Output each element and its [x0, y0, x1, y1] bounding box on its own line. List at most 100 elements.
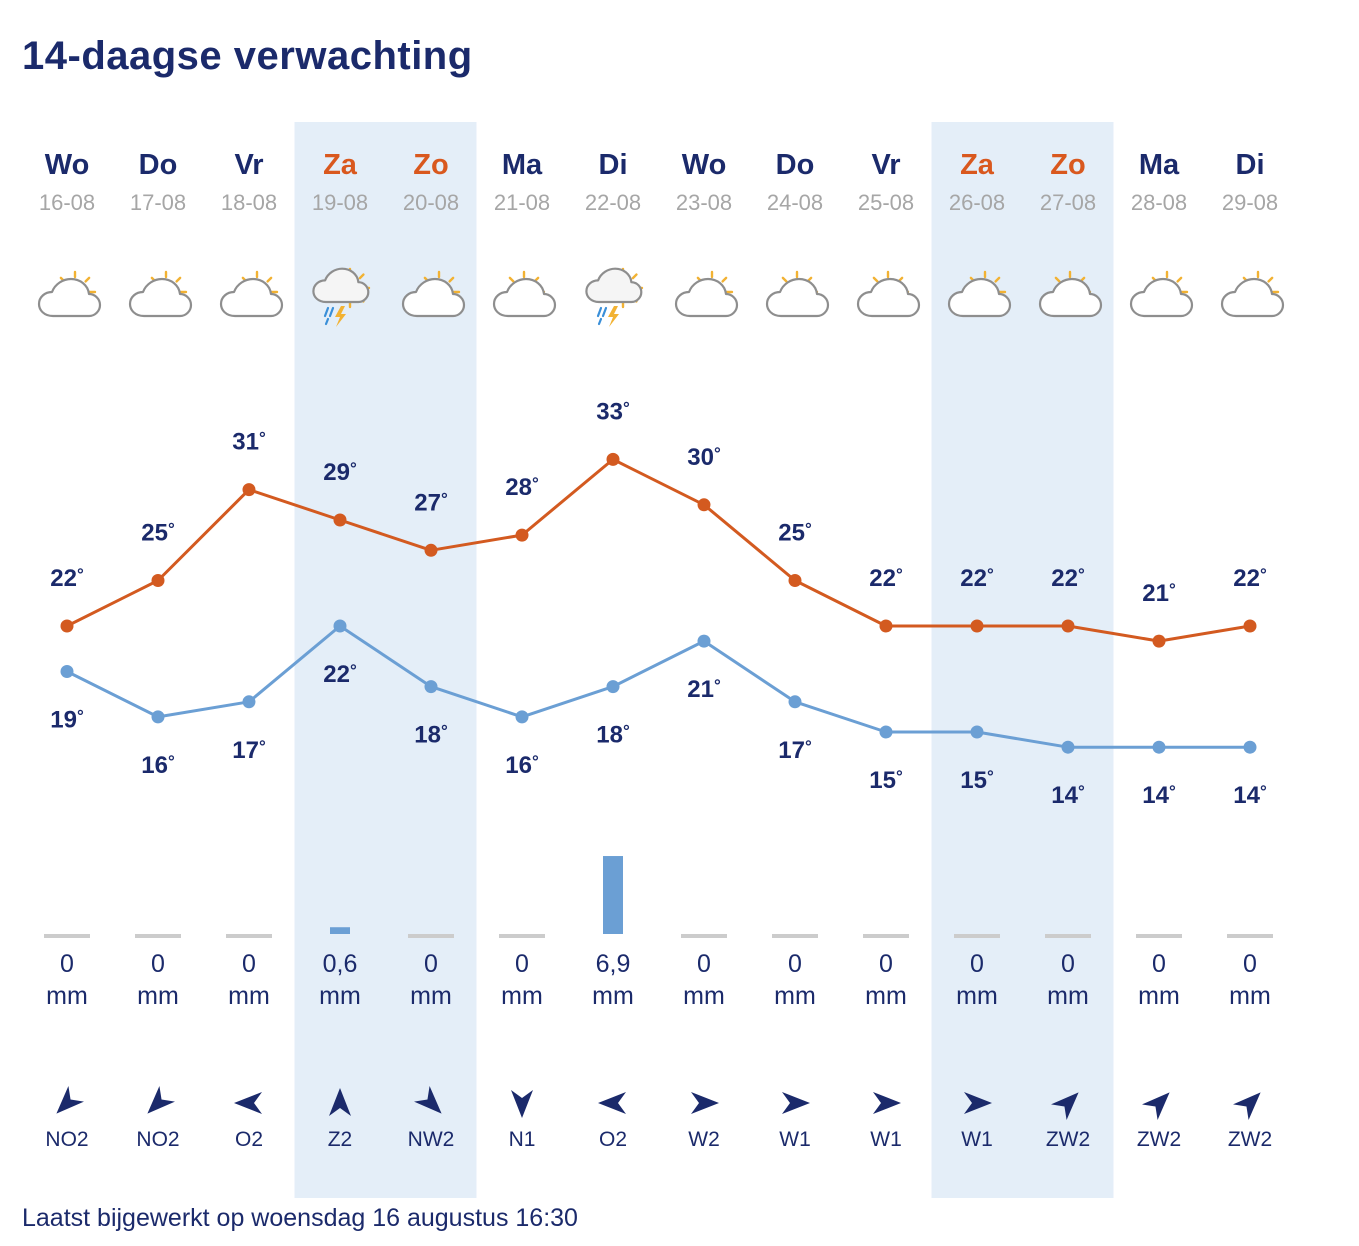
min-temp-label: 17°	[778, 737, 812, 764]
max-temp-point	[879, 619, 893, 633]
precip-bar	[603, 856, 623, 934]
precip-amount: 0	[424, 950, 438, 978]
wind-label: Z2	[328, 1128, 353, 1151]
max-temp-point	[151, 574, 165, 587]
precip-bar	[330, 927, 350, 934]
wind-arrow-icon	[329, 1088, 351, 1116]
wind-label: ZW2	[1046, 1128, 1090, 1151]
min-temp-point	[697, 634, 711, 648]
precip-amount: 0	[697, 950, 711, 978]
precip-amount: 0	[1152, 950, 1166, 978]
day-headers: Wo 16-08 Do 17-08 Vr 18-08 Za 19-08 Zo 20-08 Ma 21-…	[39, 149, 1278, 215]
precip-unit: mm	[865, 982, 907, 1010]
precip-unit: mm	[774, 982, 816, 1010]
precip-unit: mm	[410, 982, 452, 1010]
max-temp-point	[424, 543, 438, 557]
weather-icons	[37, 267, 1285, 327]
min-temp-label: 16°	[141, 752, 175, 779]
wind-arrow-icon	[56, 1086, 84, 1114]
max-temp-point	[788, 574, 802, 587]
precip-amount: 0	[970, 950, 984, 978]
precip-amount: 0	[1061, 950, 1075, 978]
min-temp-label: 15°	[869, 767, 903, 794]
max-temp-point	[1243, 619, 1257, 633]
min-temp-point	[1152, 740, 1166, 754]
max-temp-point	[242, 483, 256, 497]
wind-label: W2	[688, 1128, 720, 1151]
wind-label: ZW2	[1137, 1128, 1181, 1151]
min-temp-label: 19°	[50, 706, 84, 733]
wind-label: W1	[779, 1128, 811, 1151]
day-date: 26-08	[949, 190, 1005, 215]
wind-arrow-icon	[691, 1092, 719, 1114]
day-date: 25-08	[858, 190, 914, 215]
min-temp-point	[424, 680, 438, 694]
min-temp-point	[333, 619, 347, 633]
day-date: 22-08	[585, 190, 641, 215]
wind-label: ZW2	[1228, 1128, 1272, 1151]
precip-zero-bar	[135, 934, 181, 938]
day-name: Zo	[1050, 149, 1085, 181]
partly-cloudy-icon	[128, 270, 193, 318]
max-temp-label: 28°	[505, 474, 539, 501]
day-date: 24-08	[767, 190, 823, 215]
day-name: Di	[599, 149, 628, 181]
max-temp-point	[515, 528, 529, 542]
day-name: Di	[1236, 149, 1265, 181]
min-temp-point	[879, 725, 893, 739]
day-name: Wo	[45, 149, 90, 181]
min-temp-point	[60, 665, 74, 678]
max-temp-point	[606, 452, 620, 466]
precip-amount: 6,9	[596, 950, 631, 978]
precip-unit: mm	[46, 982, 88, 1010]
wind-arrow-icon	[598, 1092, 626, 1114]
partly-cloudy-icon	[1129, 270, 1194, 318]
precip-zero-bar	[499, 934, 545, 938]
wind-arrow-icon	[147, 1086, 175, 1114]
partly-cloudy-icon	[947, 270, 1012, 318]
min-temp-line	[66, 624, 1250, 749]
partly-sunny-icon	[856, 270, 921, 318]
precip-zero-bar	[1227, 934, 1273, 938]
day-name: Ma	[1139, 149, 1180, 181]
min-temp-label: 16°	[505, 752, 539, 779]
wind-label: N1	[509, 1128, 536, 1151]
day-name: Za	[960, 149, 995, 181]
precip-unit: mm	[228, 982, 270, 1010]
max-temp-point	[333, 513, 347, 527]
precip-zero-bar	[1136, 934, 1182, 938]
max-temp-label: 21°	[1142, 580, 1176, 607]
wind-arrow-icon	[511, 1090, 533, 1118]
partly-cloudy-icon	[401, 270, 466, 318]
min-temp-label: 14°	[1142, 782, 1176, 809]
wind-arrow-icon	[1051, 1092, 1079, 1120]
temperature-lines	[60, 452, 1257, 754]
wind-arrow-icon	[964, 1092, 992, 1114]
partly-sunny-icon	[1038, 270, 1103, 318]
precip-zero-bar	[954, 934, 1000, 938]
min-temp-point	[151, 710, 165, 724]
partly-cloudy-icon	[37, 270, 102, 318]
weekend-band	[931, 122, 1114, 1198]
wind-label: O2	[599, 1128, 627, 1151]
day-name: Ma	[502, 149, 543, 181]
precip-unit: mm	[1229, 982, 1271, 1010]
precip-unit: mm	[956, 982, 998, 1010]
day-date: 27-08	[1040, 190, 1096, 215]
wind-label: W1	[870, 1128, 902, 1151]
min-temp-label: 21°	[687, 676, 721, 703]
wind-arrow-icon	[1233, 1092, 1261, 1120]
min-temp-point	[242, 695, 256, 709]
precip-zero-bar	[44, 934, 90, 938]
max-temp-label: 22°	[1233, 565, 1267, 592]
wind-label: W1	[961, 1128, 993, 1151]
day-date: 18-08	[221, 190, 277, 215]
min-temp-point	[1243, 740, 1257, 754]
precip-amount: 0	[60, 950, 74, 978]
precip-amount: 0	[879, 950, 893, 978]
day-date: 23-08	[676, 190, 732, 215]
precip-unit: mm	[319, 982, 361, 1010]
min-temp-label: 14°	[1233, 782, 1267, 809]
precip-unit: mm	[683, 982, 725, 1010]
